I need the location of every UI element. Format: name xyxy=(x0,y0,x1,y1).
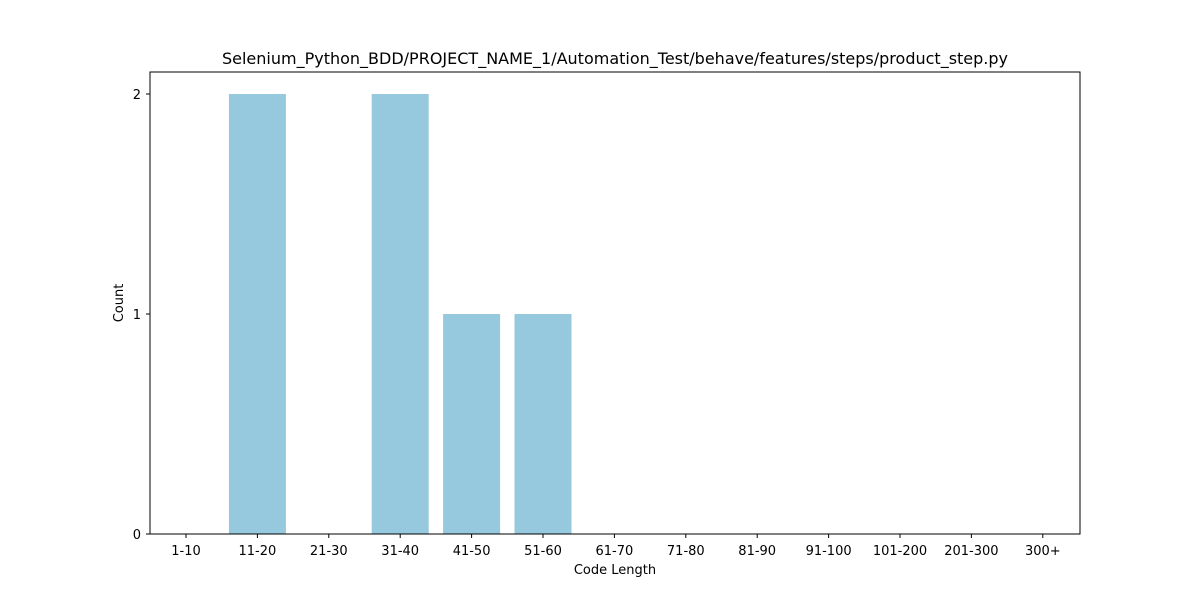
x-tick-label: 101-200 xyxy=(873,544,927,559)
x-axis: 1-10 11-20 21-30 31-40 41-50 51-60 61-70 71-80 8… xyxy=(171,534,1061,559)
x-tick-label: 11-20 xyxy=(239,544,277,559)
x-tick-label: 41-50 xyxy=(453,544,491,559)
y-tick-label: 2 xyxy=(133,88,141,103)
x-tick-label: 1-10 xyxy=(171,544,201,559)
x-tick-label: 51-60 xyxy=(524,544,562,559)
x-tick-label: 300+ xyxy=(1025,544,1061,559)
x-tick-label: 31-40 xyxy=(381,544,419,559)
y-axis: 0 1 2 xyxy=(133,88,150,543)
y-tick-label: 0 xyxy=(133,528,141,543)
bar-31-40 xyxy=(371,94,429,534)
y-axis-label: Count xyxy=(112,284,127,323)
x-tick-label: 201-300 xyxy=(944,544,998,559)
y-tick-label: 1 xyxy=(133,308,141,323)
bar-51-60 xyxy=(514,314,572,534)
bar-11-20 xyxy=(228,94,286,534)
x-tick-label: 61-70 xyxy=(596,544,634,559)
x-tick-label: 71-80 xyxy=(667,544,705,559)
bar-41-50 xyxy=(443,314,501,534)
x-tick-label: 91-100 xyxy=(806,544,852,559)
plot-frame xyxy=(149,71,1081,535)
x-axis-label: Code Length xyxy=(574,563,656,578)
chart-title: Selenium_Python_BDD/PROJECT_NAME_1/Autom… xyxy=(222,49,1008,69)
x-tick-label: 81-90 xyxy=(738,544,776,559)
bars-layer xyxy=(228,94,572,534)
x-tick-label: 21-30 xyxy=(310,544,348,559)
